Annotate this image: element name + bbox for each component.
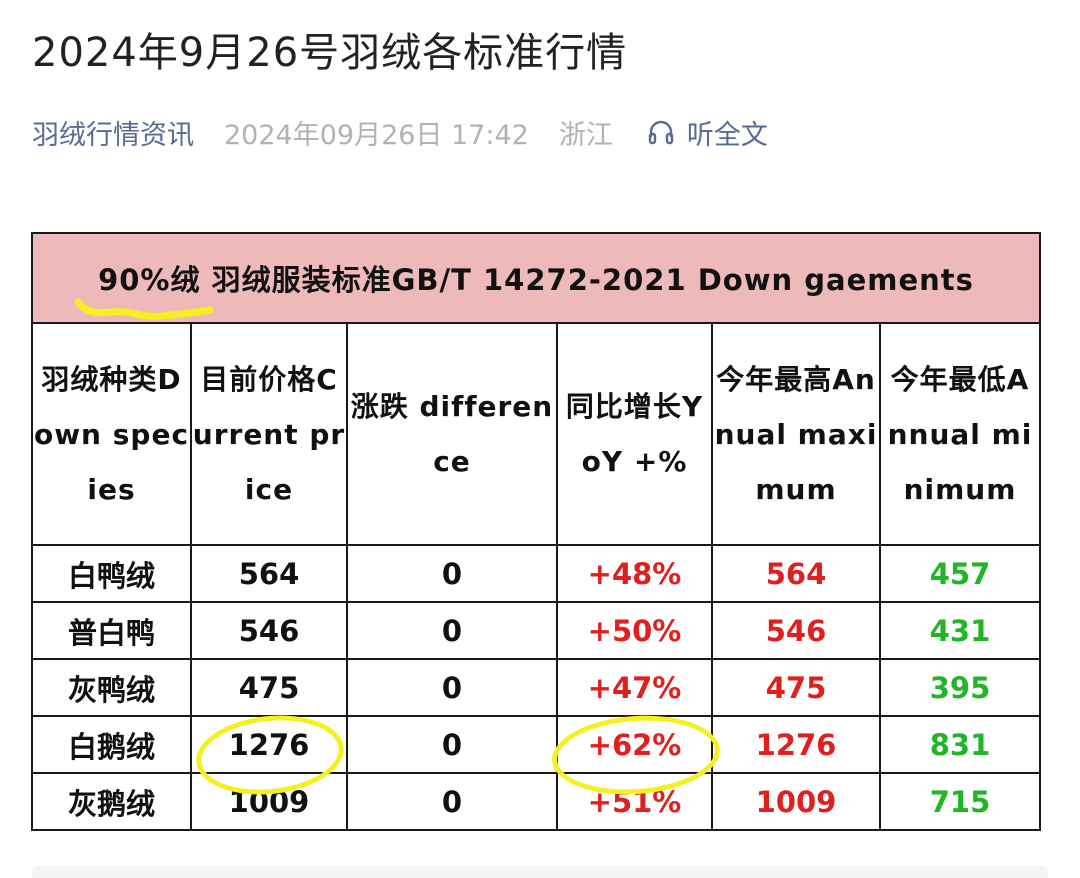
cell-diff: 0 — [346, 715, 558, 774]
price-table-image: 90%绒 羽绒服装标准GB/T 14272-2021 Down gaements… — [31, 232, 1041, 831]
header-annual-max: 今年最高Annual maximum — [711, 322, 881, 546]
cell-min: 457 — [879, 544, 1041, 603]
cell-price: 564 — [190, 544, 348, 603]
header-annual-min: 今年最低Annual minimum — [879, 322, 1041, 546]
cell-price: 1009 — [190, 772, 348, 831]
header-down-species: 羽绒种类Down species — [31, 322, 192, 546]
headphones-icon — [648, 120, 674, 145]
cell-min: 831 — [879, 715, 1041, 774]
cell-yoy: +50% — [556, 601, 713, 660]
cell-max: 1009 — [711, 772, 881, 831]
cell-price: 1276 — [190, 715, 348, 774]
cell-type: 普白鸭 — [31, 601, 192, 660]
listen-full-text-button[interactable]: 听全文 — [647, 113, 768, 152]
cell-type: 灰鹅绒 — [31, 772, 192, 831]
table-banner: 90%绒 羽绒服装标准GB/T 14272-2021 Down gaements — [31, 232, 1041, 324]
cell-max: 475 — [711, 658, 881, 717]
table-row: 灰鸭绒 475 0 +47% 475 395 — [31, 658, 1041, 717]
table-row: 白鸭绒 564 0 +48% 564 457 — [31, 544, 1041, 603]
cell-yoy: +48% — [556, 544, 713, 603]
next-content-band — [32, 866, 1048, 878]
table-banner-row: 90%绒 羽绒服装标准GB/T 14272-2021 Down gaements — [31, 232, 1041, 324]
account-name-link[interactable]: 羽绒行情资讯 — [32, 119, 194, 151]
header-difference: 涨跌 difference — [346, 322, 558, 546]
table-row: 普白鸭 546 0 +50% 546 431 — [31, 601, 1041, 660]
publish-time: 2024年09月26日 17:42 — [224, 119, 529, 151]
table-row: 灰鹅绒 1009 0 +51% 1009 715 — [31, 772, 1041, 831]
cell-max: 546 — [711, 601, 881, 660]
listen-label: 听全文 — [686, 119, 768, 151]
cell-yoy: +62% — [556, 715, 713, 774]
cell-diff: 0 — [346, 772, 558, 831]
cell-diff: 0 — [346, 601, 558, 660]
cell-type: 白鹅绒 — [31, 715, 192, 774]
cell-price: 475 — [190, 658, 348, 717]
cell-yoy: +47% — [556, 658, 713, 717]
cell-price: 546 — [190, 601, 348, 660]
cell-diff: 0 — [346, 658, 558, 717]
banner-highlight: 90%绒 — [98, 263, 201, 297]
publish-region: 浙江 — [558, 119, 613, 151]
table-row: 白鹅绒 1276 0 +62% 1276 831 — [31, 715, 1041, 774]
header-yoy: 同比增长YoY +% — [556, 322, 713, 546]
banner-standard: 羽绒服装标准GB/T 14272-2021 Down gaements — [211, 263, 974, 297]
header-current-price: 目前价格Current price — [190, 322, 348, 546]
article-title: 2024年9月26号羽绒各标准行情 — [32, 30, 628, 76]
price-table: 90%绒 羽绒服装标准GB/T 14272-2021 Down gaements… — [31, 232, 1041, 831]
article-meta: 羽绒行情资讯 2024年09月26日 17:42 浙江 听全文 — [32, 112, 768, 152]
cell-max: 1276 — [711, 715, 881, 774]
cell-min: 431 — [879, 601, 1041, 660]
cell-min: 395 — [879, 658, 1041, 717]
table-header-row: 羽绒种类Down species 目前价格Current price 涨跌 di… — [31, 322, 1041, 546]
cell-max: 564 — [711, 544, 881, 603]
cell-type: 白鸭绒 — [31, 544, 192, 603]
cell-min: 715 — [879, 772, 1041, 831]
cell-type: 灰鸭绒 — [31, 658, 192, 717]
cell-yoy: +51% — [556, 772, 713, 831]
cell-diff: 0 — [346, 544, 558, 603]
